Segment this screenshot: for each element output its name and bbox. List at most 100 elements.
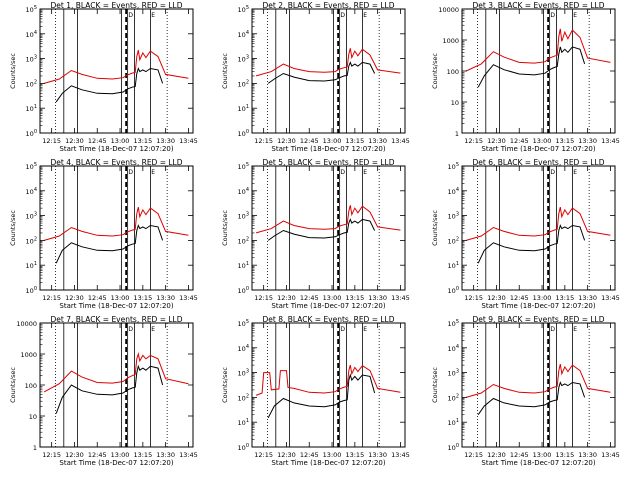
x-tick-label: 13:30 bbox=[578, 294, 597, 302]
x-tick-label: 13:00 bbox=[111, 451, 130, 459]
x-tick-label: 12:45 bbox=[88, 451, 107, 459]
plot-frame bbox=[39, 322, 194, 448]
plot-frame bbox=[251, 322, 406, 448]
marker-label-d: D bbox=[128, 12, 133, 19]
marker-label-d: D bbox=[550, 12, 555, 19]
x-tick-label: 12:30 bbox=[277, 137, 296, 145]
y-tick-label: 1 bbox=[33, 444, 37, 452]
x-tick-label: 13:00 bbox=[323, 451, 342, 459]
marker-label-e: E bbox=[573, 169, 577, 176]
x-tick-label: 12:45 bbox=[510, 137, 529, 145]
y-tick-label: 102 bbox=[26, 79, 37, 88]
y-tick-label: 105 bbox=[448, 162, 459, 171]
x-tick-label: 13:00 bbox=[111, 294, 130, 302]
y-tick-label: 10000 bbox=[438, 6, 459, 14]
y-tick-label: 102 bbox=[238, 393, 249, 402]
y-axis-label: Counts/sec bbox=[221, 53, 229, 89]
y-tick-label: 10 bbox=[451, 99, 459, 107]
y-tick-label: 105 bbox=[238, 5, 249, 14]
lld-series-line bbox=[255, 205, 401, 234]
plot-frame bbox=[251, 8, 406, 134]
x-tick-label: 13:30 bbox=[156, 294, 175, 302]
y-tick-label: 102 bbox=[448, 393, 459, 402]
x-tick-label: 12:45 bbox=[88, 137, 107, 145]
lld-series-line bbox=[43, 206, 189, 241]
y-tick-label: 101 bbox=[448, 261, 459, 270]
x-tick-label: 12:45 bbox=[300, 137, 319, 145]
y-axis-label: Counts/sec bbox=[221, 210, 229, 246]
plot-frame bbox=[461, 8, 616, 134]
x-axis-label: Start Time (18-Dec-07 12:07:20) bbox=[59, 302, 173, 310]
events-series-line bbox=[477, 224, 586, 264]
x-tick-label: 12:30 bbox=[487, 137, 506, 145]
detector-panel: D E Det 5, BLACK = Events, RED = LLD 100 101… bbox=[221, 158, 410, 310]
x-axis-label: Start Time (18-Dec-07 12:07:20) bbox=[481, 302, 595, 310]
x-tick-label: 12:15 bbox=[464, 451, 483, 459]
x-tick-label: 12:45 bbox=[300, 451, 319, 459]
y-tick-label: 100 bbox=[447, 68, 459, 76]
events-series-line bbox=[267, 218, 376, 241]
y-tick-label: 103 bbox=[26, 55, 37, 64]
x-tick-label: 12:45 bbox=[510, 294, 529, 302]
x-axis-label: Start Time (18-Dec-07 12:07:20) bbox=[271, 302, 385, 310]
events-series-line bbox=[477, 381, 586, 415]
events-series-line bbox=[267, 61, 376, 84]
lld-series-line bbox=[255, 364, 401, 396]
x-tick-label: 12:30 bbox=[277, 451, 296, 459]
y-tick-label: 10000 bbox=[16, 320, 37, 328]
plot-frame bbox=[39, 165, 194, 291]
panel-title: Det 2, BLACK = Events, RED = LLD bbox=[262, 1, 394, 10]
panel-title: Det 9, BLACK = Events, RED = LLD bbox=[472, 315, 604, 324]
x-tick-label: 12:15 bbox=[42, 137, 61, 145]
y-tick-label: 100 bbox=[448, 286, 459, 295]
x-tick-label: 12:15 bbox=[254, 451, 273, 459]
y-tick-label: 100 bbox=[26, 286, 37, 295]
x-tick-label: 12:15 bbox=[464, 137, 483, 145]
y-tick-label: 100 bbox=[448, 443, 459, 452]
y-tick-label: 100 bbox=[25, 382, 37, 390]
y-tick-label: 101 bbox=[238, 261, 249, 270]
x-tick-label: 13:30 bbox=[156, 451, 175, 459]
y-tick-label: 101 bbox=[26, 261, 37, 270]
lld-series-line bbox=[465, 28, 611, 72]
marker-label-d: D bbox=[340, 169, 345, 176]
y-tick-label: 105 bbox=[448, 319, 459, 328]
y-axis-label: Counts/sec bbox=[431, 210, 439, 246]
lld-series-line bbox=[465, 363, 611, 398]
x-tick-label: 13:45 bbox=[391, 294, 410, 302]
y-axis-label: Counts/sec bbox=[221, 367, 229, 403]
lld-series-line bbox=[43, 49, 189, 84]
y-tick-label: 100 bbox=[26, 129, 37, 138]
y-tick-label: 104 bbox=[238, 187, 249, 196]
x-tick-label: 13:45 bbox=[179, 137, 198, 145]
x-axis-label: Start Time (18-Dec-07 12:07:20) bbox=[59, 145, 173, 153]
y-tick-label: 104 bbox=[238, 30, 249, 39]
y-tick-label: 104 bbox=[448, 344, 459, 353]
panel-title: Det 5, BLACK = Events, RED = LLD bbox=[262, 158, 394, 167]
detector-panel: D E Det 1, BLACK = Events, RED = LLD 100 101… bbox=[9, 1, 198, 153]
marker-label-d: D bbox=[550, 169, 555, 176]
y-tick-label: 105 bbox=[26, 162, 37, 171]
x-tick-label: 13:15 bbox=[345, 294, 364, 302]
events-series-line bbox=[55, 224, 164, 264]
plot-frame bbox=[461, 165, 616, 291]
x-tick-label: 13:30 bbox=[368, 451, 387, 459]
events-series-line bbox=[55, 67, 164, 103]
y-tick-label: 1000 bbox=[20, 351, 37, 359]
x-tick-label: 12:30 bbox=[65, 294, 84, 302]
y-tick-label: 101 bbox=[26, 104, 37, 113]
x-tick-label: 13:15 bbox=[555, 451, 574, 459]
y-tick-label: 100 bbox=[238, 443, 249, 452]
y-tick-label: 103 bbox=[238, 369, 249, 378]
y-tick-label: 104 bbox=[238, 344, 249, 353]
x-tick-label: 13:00 bbox=[111, 137, 130, 145]
x-tick-label: 12:30 bbox=[65, 451, 84, 459]
x-tick-label: 13:15 bbox=[133, 294, 152, 302]
panel-title: Det 7, BLACK = Events, RED = LLD bbox=[50, 315, 182, 324]
detector-panel: D E Det 2, BLACK = Events, RED = LLD 100 101… bbox=[221, 1, 410, 153]
y-tick-label: 100 bbox=[238, 129, 249, 138]
x-tick-label: 12:30 bbox=[487, 451, 506, 459]
plot-frame bbox=[461, 322, 616, 448]
marker-label-e: E bbox=[151, 326, 155, 333]
x-tick-label: 13:00 bbox=[533, 137, 552, 145]
